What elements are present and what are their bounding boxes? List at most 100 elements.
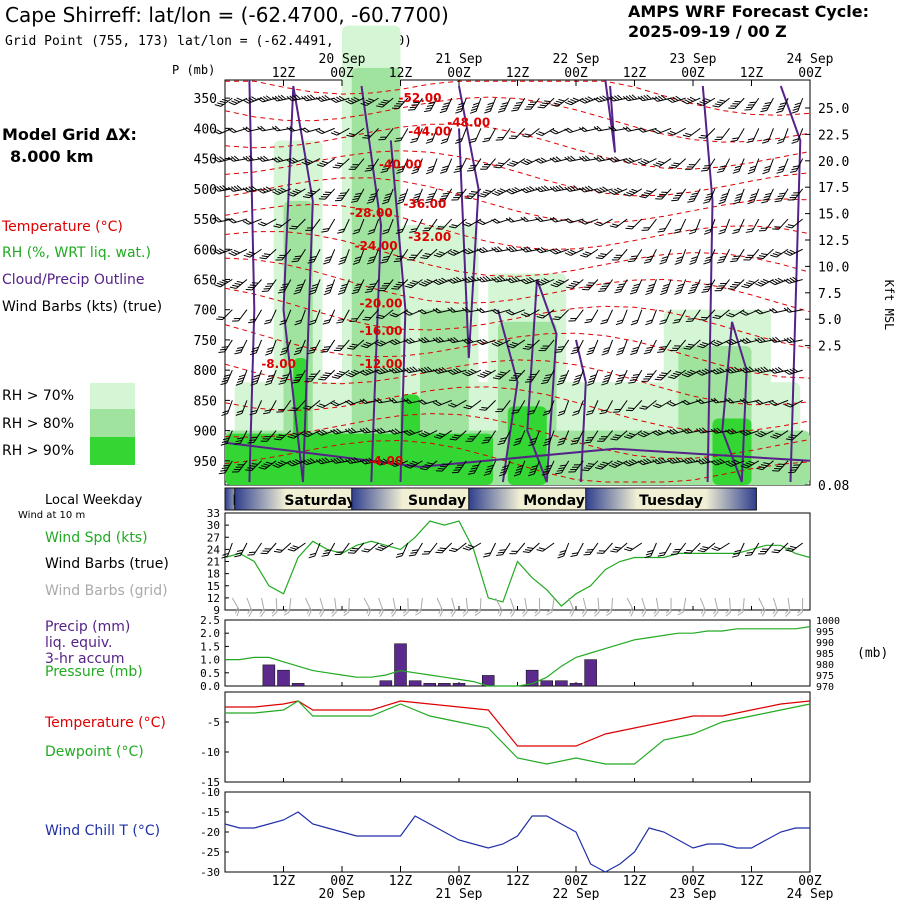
height-tick-label: 15.0 bbox=[818, 208, 849, 223]
panel-tick-label: 33 bbox=[207, 507, 220, 520]
pressure-tick-label: 400 bbox=[194, 122, 217, 137]
precip-label: Precip (mm) bbox=[45, 619, 130, 635]
barbs-true-label: Wind Barbs (true) bbox=[45, 556, 169, 572]
panel-tick-label: -5 bbox=[207, 716, 220, 729]
time-date-label: 23 Sep bbox=[670, 887, 717, 900]
legend-rh: RH (%, WRT liq. wat.) bbox=[2, 245, 151, 261]
model-grid-value: 8.000 km bbox=[10, 147, 94, 166]
pressure-axis-title: P (mb) bbox=[172, 63, 215, 77]
legend-rh80-label: RH > 80% bbox=[2, 416, 74, 432]
time-date-label: 20 Sep bbox=[319, 887, 366, 900]
temperature-contour-label: -4.00 bbox=[369, 454, 404, 468]
pressure-tick-label: 970 bbox=[816, 682, 834, 693]
temperature-contour-label: -8.00 bbox=[261, 357, 296, 371]
time-hour-label: 12Z bbox=[623, 874, 647, 889]
panel-tick-label: -30 bbox=[200, 866, 220, 879]
temperature-contour-label: -20.00 bbox=[360, 297, 403, 311]
height-tick-label: 2.5 bbox=[818, 340, 841, 355]
pressure-unit-label: (mb) bbox=[857, 646, 888, 661]
temperature-contour-label: -52.00 bbox=[399, 91, 442, 105]
precip-bar bbox=[409, 681, 421, 686]
weekday-name: Monday bbox=[523, 493, 585, 509]
time-hour-label: 00Z bbox=[447, 66, 471, 81]
pressure-tick-label: 550 bbox=[194, 213, 217, 228]
panel-tick-label: 15 bbox=[207, 580, 220, 593]
time-hour-label: 00Z bbox=[681, 66, 705, 81]
panel-frame bbox=[225, 620, 810, 686]
pressure-tick-label: 975 bbox=[816, 671, 834, 682]
precip-bar bbox=[263, 665, 275, 686]
temperature-contour-label: -32.00 bbox=[408, 230, 451, 244]
time-hour-label: 12Z bbox=[623, 66, 647, 81]
pressure-tick-label: 800 bbox=[194, 364, 217, 379]
panel-tick-label: 0.0 bbox=[200, 680, 220, 693]
pressure-tick-label: 650 bbox=[194, 273, 217, 288]
pressure-tick-label: 750 bbox=[194, 334, 217, 349]
height-tick-label: 17.5 bbox=[818, 181, 849, 196]
temperature-contour-label: -40.00 bbox=[379, 158, 422, 172]
precip-bar bbox=[292, 683, 304, 686]
legend-rh90-swatch bbox=[90, 437, 135, 465]
precip-bar bbox=[380, 681, 392, 686]
time-date-label: 21 Sep bbox=[436, 52, 483, 67]
time-date-label: 21 Sep bbox=[436, 887, 483, 900]
pressure-tick-label: 980 bbox=[816, 660, 834, 671]
panel-tick-label: 1.5 bbox=[200, 640, 220, 653]
pressure-tick-label: 995 bbox=[816, 627, 834, 638]
panel-tick-label: 18 bbox=[207, 568, 220, 581]
time-hour-label: 00Z bbox=[330, 66, 354, 81]
pressure-tick-label: 350 bbox=[194, 92, 217, 107]
temperature-contour-label: -44.00 bbox=[408, 124, 451, 138]
pressure-label: Pressure (mb) bbox=[45, 664, 143, 680]
forecast-cycle-value: 2025-09-19 / 00 Z bbox=[628, 22, 787, 41]
wind-height-note: Wind at 10 m bbox=[18, 510, 85, 521]
legend-temperature: Temperature (°C) bbox=[1, 219, 123, 235]
panel-tick-label: 1.0 bbox=[200, 654, 220, 667]
temperature-contour-label: -16.00 bbox=[360, 324, 403, 338]
height-tick-label: 20.0 bbox=[818, 155, 849, 170]
weekday-name: Sunday bbox=[408, 493, 466, 509]
precip-bar bbox=[424, 683, 436, 686]
time-hour-label: 12Z bbox=[389, 66, 413, 81]
precip-label-2: liq. equiv. bbox=[45, 635, 112, 651]
precip-bar bbox=[570, 683, 582, 686]
height-ticks: 25.022.520.017.515.012.510.07.55.02.50.0… bbox=[805, 102, 849, 494]
panel-tick-label: 12 bbox=[207, 592, 220, 605]
height-tick-label: 10.0 bbox=[818, 260, 849, 275]
temperature-contour-label: -24.00 bbox=[355, 239, 398, 253]
weekday-name: Tuesday bbox=[639, 493, 703, 509]
dewpoint-label: Dewpoint (°C) bbox=[45, 744, 144, 760]
barbs-grid-label: Wind Barbs (grid) bbox=[45, 583, 168, 599]
precip-bar bbox=[453, 683, 465, 686]
time-hour-label: 00Z bbox=[564, 66, 588, 81]
panel-tick-label: 2.5 bbox=[200, 614, 220, 627]
height-tick-label: 0.08 bbox=[818, 479, 849, 494]
pressure-tick-label: 850 bbox=[194, 394, 217, 409]
time-hour-label: 12Z bbox=[272, 874, 296, 889]
precip-bar bbox=[395, 644, 407, 686]
height-tick-label: 25.0 bbox=[818, 102, 849, 117]
time-hour-label: 12Z bbox=[272, 66, 296, 81]
weekday-band: FridaySaturdaySundayMondayTuesday bbox=[225, 488, 756, 510]
panel-frame bbox=[225, 692, 810, 782]
height-tick-label: 12.5 bbox=[818, 234, 849, 249]
time-date-label: 24 Sep bbox=[787, 887, 834, 900]
rh-region bbox=[713, 419, 752, 485]
temperature-dewpoint-panel: -5-10-15 bbox=[200, 692, 810, 789]
time-hour-label: 12Z bbox=[740, 66, 764, 81]
model-grid-label: Model Grid ΔX: bbox=[2, 125, 137, 144]
pressure-tick-label: 1000 bbox=[816, 616, 840, 627]
wind-speed-label: Wind Spd (kts) bbox=[45, 530, 148, 546]
wind-chill-label: Wind Chill T (°C) bbox=[45, 823, 160, 839]
height-tick-label: 22.5 bbox=[818, 128, 849, 143]
time-date-label: 20 Sep bbox=[319, 52, 366, 67]
pressure-tick-label: 985 bbox=[816, 649, 834, 660]
panel-tick-label: -10 bbox=[200, 786, 220, 799]
temperature-contour-label: -48.00 bbox=[447, 115, 490, 129]
panel-frame bbox=[225, 792, 810, 872]
time-hour-label: 12Z bbox=[740, 874, 764, 889]
panel-tick-label: -25 bbox=[200, 846, 220, 859]
precip-bar bbox=[555, 681, 567, 686]
precip-bar bbox=[585, 660, 597, 686]
